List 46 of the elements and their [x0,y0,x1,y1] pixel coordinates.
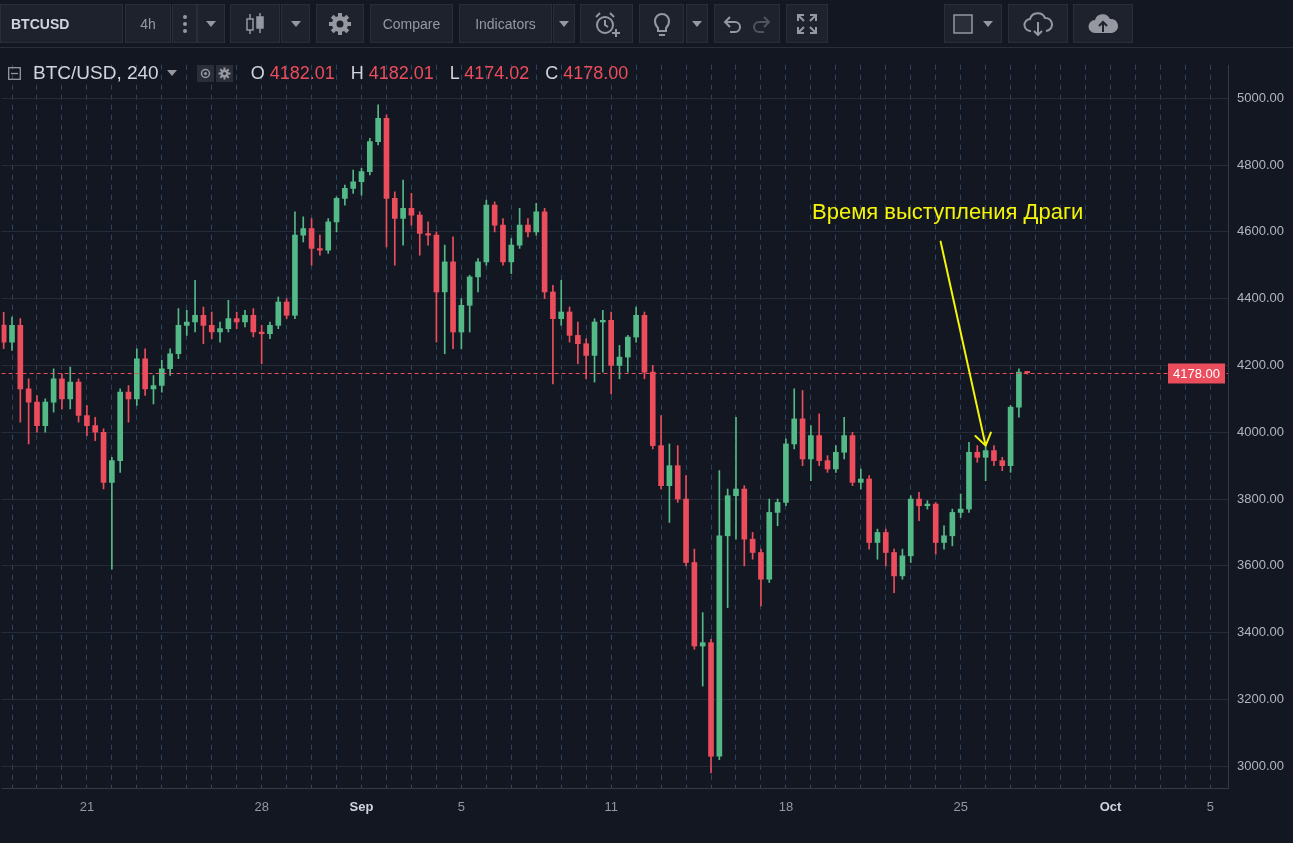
x-tick-label: 25 [953,799,968,815]
toolbar-button: BTCUSD [0,4,123,43]
candlestick [575,321,581,365]
annotation: Время выступления Драги [812,198,1084,224]
candlestick [192,279,198,333]
y-tick-label: 4200.00 [1237,357,1284,373]
chart-title: BTC/USD, 240 [33,62,159,84]
y-tick-label: 5000.00 [1237,89,1284,105]
candlestick [217,321,223,343]
candlestick [857,468,864,490]
toolbar-button: 4h [125,4,171,43]
annotation: O 4182.01 [250,62,335,83]
candlestick [400,179,406,246]
annotation: H 4182.01 [350,62,434,83]
annotation: C 4178.00 [545,62,629,83]
candlestick [109,456,115,570]
candlestick [425,221,431,246]
x-tick-label: 28 [254,799,269,815]
y-tick-label: 3400.00 [1237,624,1284,640]
y-tick-label: 4400.00 [1237,290,1284,306]
candlestick [183,309,190,336]
x-tick-label: 5 [1206,799,1214,815]
y-tick-label: 3600.00 [1237,557,1284,573]
x-tick-label: 18 [778,799,794,815]
x-tick-label: 11 [604,799,618,815]
candlestick [600,309,606,373]
y-tick-label: 3000.00 [1237,757,1284,773]
y-tick-label: 3800.00 [1237,490,1284,506]
y-tick-label: 4000.00 [1237,423,1284,439]
candlestick [699,612,706,687]
y-tick-label: 4600.00 [1237,223,1284,239]
x-tick-label: Oct [1099,799,1122,815]
candlestick [558,279,565,326]
candlestick [233,311,240,330]
x-tick-label: 21 [79,799,95,815]
y-tick-label: 3200.00 [1237,691,1284,707]
candlestick [733,416,739,540]
candlestick [317,234,323,256]
toolbar-button: Compare [370,4,453,43]
candlestick [916,492,922,522]
ref-line-label: 4178.00 [1173,366,1220,382]
x-tick-label: 5 [457,799,465,815]
x-tick-label: Sep [349,799,374,815]
toolbar-button: Indicators [459,4,552,43]
y-tick-label: 4800.00 [1237,156,1284,172]
annotation: L 4174.02 [449,62,530,83]
